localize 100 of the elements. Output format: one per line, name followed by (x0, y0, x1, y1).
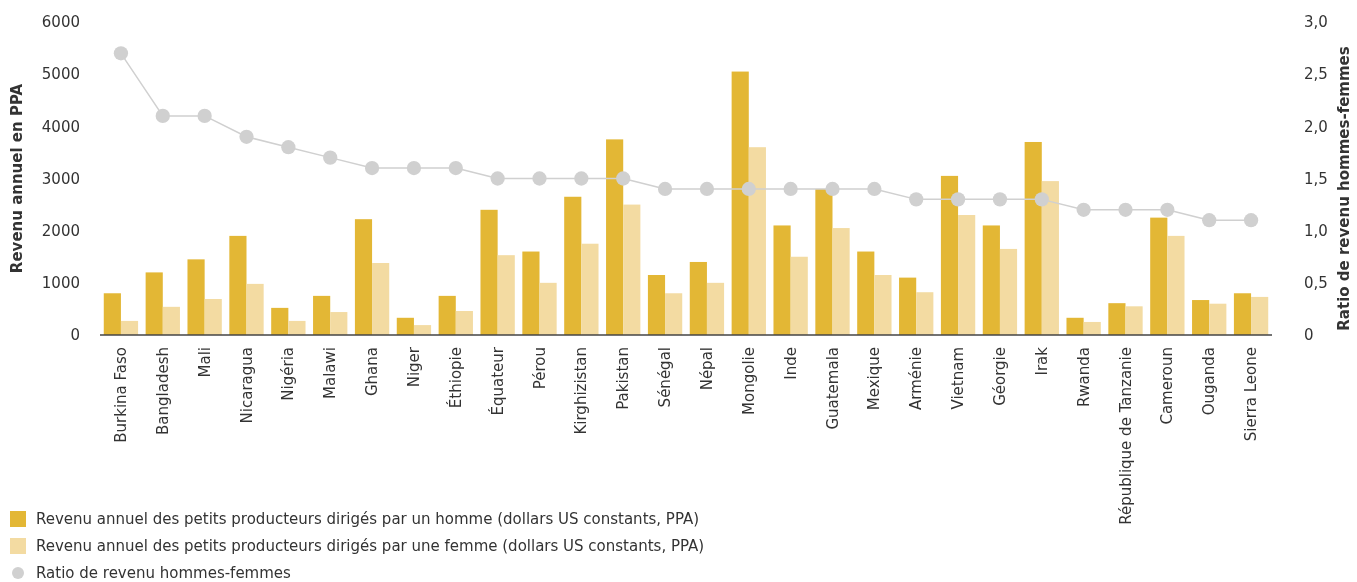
bar (120, 320, 139, 335)
point (197, 108, 212, 124)
point (741, 181, 756, 197)
y2-tick-label: 2,5 (1304, 65, 1328, 84)
bar (581, 243, 599, 335)
point (490, 171, 505, 186)
bar (748, 147, 766, 335)
point (825, 181, 840, 197)
y-tick-label: 2000 (41, 221, 80, 240)
bar (1125, 306, 1143, 335)
bar (773, 225, 791, 335)
x-tick-label: Kirghizistan (572, 347, 591, 435)
x-tick-label: Vietnam (949, 347, 968, 410)
bar (857, 251, 875, 335)
point (1076, 202, 1091, 217)
x-tick-label: Irak (1032, 346, 1051, 376)
bar (1233, 293, 1252, 335)
legend-label: Revenu annuel des petits producteurs dirigés par un homme (dollars US constants, PPA) (36, 510, 700, 528)
y2-tick-label: 0,5 (1304, 274, 1328, 293)
x-tick-label: Ouganda (1200, 347, 1219, 416)
x-tick-label: Malawi (321, 347, 340, 399)
y-tick-label: 5000 (41, 65, 80, 84)
x-tick-label: Mongolie (739, 347, 758, 415)
bar (288, 320, 306, 335)
point (406, 160, 422, 176)
bar (246, 283, 264, 335)
bar (832, 228, 850, 335)
point (699, 181, 715, 197)
bar (229, 235, 247, 335)
y-tick-label: 0 (70, 326, 80, 345)
x-tick-label: Géorgie (990, 347, 1009, 406)
x-tick-label: Inde (781, 347, 800, 380)
bar (413, 325, 432, 335)
y2-tick-label: 1,0 (1304, 221, 1328, 240)
bar (438, 295, 456, 335)
bar (522, 251, 540, 335)
y2-tick-label: 3,0 (1304, 13, 1328, 32)
x-tick-label: Équateur (487, 346, 507, 416)
point (281, 140, 296, 155)
y-tick-label: 4000 (41, 117, 80, 136)
point (1118, 202, 1133, 217)
bar (271, 307, 289, 335)
bar (982, 225, 1000, 335)
point (616, 171, 631, 186)
point (574, 171, 589, 186)
bar (1251, 296, 1269, 335)
bar (162, 306, 180, 335)
y-axis-title: Revenu annuel en PPA (8, 83, 26, 274)
bar (706, 282, 725, 335)
x-tick-label: Sierra Leone (1242, 347, 1261, 442)
bar (1192, 300, 1210, 335)
bar (354, 219, 373, 335)
point (448, 160, 463, 176)
point (1243, 213, 1259, 228)
y-tick-label: 1000 (41, 274, 80, 293)
bar (790, 256, 808, 335)
bar (623, 204, 641, 335)
point (113, 46, 129, 61)
x-tick-label: Mali (195, 347, 214, 378)
bar (313, 295, 331, 335)
x-tick-label: Niger (404, 346, 423, 388)
y2-tick-label: 2,0 (1304, 117, 1328, 136)
x-tick-label: Mexique (865, 347, 884, 411)
point (657, 181, 673, 197)
point (992, 192, 1008, 207)
bar (1108, 303, 1126, 335)
point (1034, 192, 1049, 207)
point (1202, 213, 1217, 228)
bar (372, 263, 390, 335)
bar (103, 293, 121, 335)
bar (958, 215, 976, 335)
y2-axis-title: Ratio de revenu hommes-femmes (1335, 46, 1353, 331)
bar (187, 259, 205, 335)
point (364, 160, 380, 176)
bar (396, 317, 414, 335)
y2-tick-label: 0 (1304, 326, 1314, 345)
bar (564, 196, 582, 335)
bar (1083, 321, 1101, 335)
x-tick-label: Rwanda (1074, 347, 1093, 408)
point (950, 192, 966, 207)
point (155, 108, 170, 124)
x-tick-label: Éthiopie (445, 347, 465, 409)
x-tick-label: Burkina Faso (111, 347, 130, 443)
bar (874, 275, 892, 335)
point (783, 181, 798, 197)
bar (455, 311, 473, 335)
bar (1209, 303, 1227, 335)
legend-label: Revenu annuel des petits producteurs dirigés par une femme (dollars US constants, PPA) (36, 537, 705, 555)
x-tick-label: Cameroun (1158, 347, 1177, 425)
bar (1041, 181, 1059, 335)
x-tick-label: République de Tanzanie (1116, 347, 1135, 525)
x-tick-label: Nicaragua (237, 347, 256, 424)
bar (539, 282, 557, 335)
x-tick-label: Pakistan (614, 347, 633, 410)
point (532, 171, 547, 186)
legend-label: Ratio de revenu hommes-femmes (36, 564, 292, 582)
point (323, 150, 338, 165)
bar (665, 293, 683, 335)
bar (916, 292, 934, 335)
x-tick-label: Ghana (363, 347, 382, 397)
